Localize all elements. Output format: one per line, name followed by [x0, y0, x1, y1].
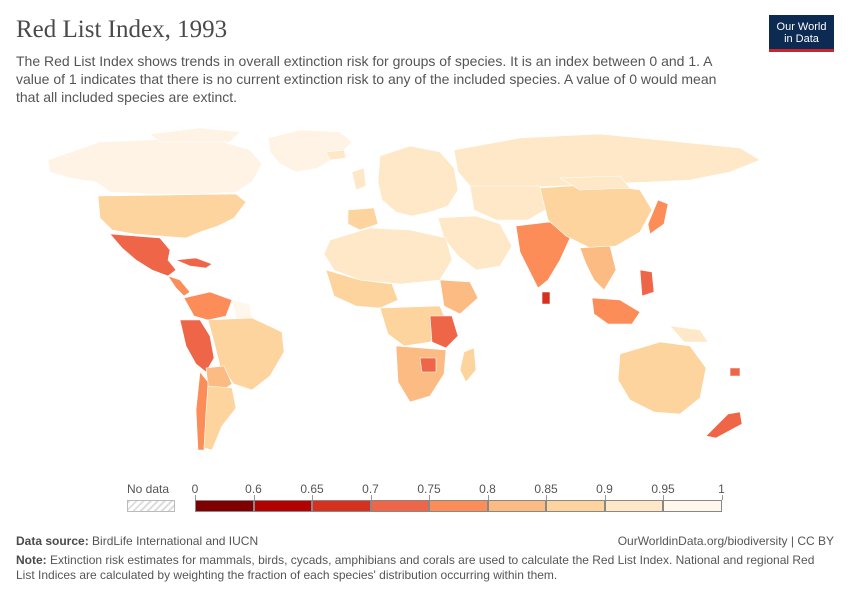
legend-tick-label: 0.8 [479, 482, 496, 496]
region-iberia[interactable] [347, 207, 379, 231]
legend-tick-mark [604, 495, 606, 500]
chart-note: Note: Extinction risk estimates for mamm… [16, 553, 816, 583]
legend-tick-mark [721, 495, 723, 500]
region-caribbean[interactable] [175, 257, 213, 269]
legend-bin[interactable] [487, 500, 546, 512]
region-zimbabwe[interactable] [419, 357, 437, 373]
region-argentina[interactable] [203, 385, 237, 451]
legend-tick-mark [546, 495, 547, 500]
color-legend: No data 0 0.6 0.65 0.7 0.75 0.8 0.85 0.9 0.95 1 [127, 482, 725, 512]
region-brazil[interactable] [207, 317, 285, 391]
legend-tick-mark [370, 495, 372, 500]
region-greenland[interactable] [267, 129, 353, 173]
region-europe[interactable] [377, 145, 459, 217]
legend-nodata-label: No data [127, 482, 170, 496]
legend-tick-label: 0.9 [596, 482, 613, 496]
chart-subtitle: The Red List Index shows trends in overa… [16, 53, 717, 105]
legend-bin[interactable] [195, 500, 254, 512]
legend-tick-label: 0.6 [245, 482, 262, 496]
legend-tick-mark [253, 495, 255, 500]
data-source-label: Data source: [16, 534, 89, 548]
region-australia[interactable] [617, 341, 707, 415]
region-new-zealand[interactable] [705, 411, 743, 439]
region-arctic-islands[interactable] [149, 127, 241, 143]
region-central-america[interactable] [167, 275, 191, 297]
legend-tick-label: 0.65 [300, 482, 324, 496]
legend-tick-mark [429, 495, 430, 500]
region-horn-of-africa[interactable] [439, 279, 479, 315]
region-guianas[interactable] [231, 299, 253, 319]
region-uk[interactable] [351, 167, 367, 191]
legend-bin[interactable] [604, 500, 663, 512]
legend-tick-label: 0.95 [651, 482, 675, 496]
region-pacific-islands[interactable] [729, 367, 741, 377]
legend-tick-label: 0.75 [417, 482, 441, 496]
region-indonesia[interactable] [591, 297, 641, 325]
legend-tick-label: 0.85 [534, 482, 558, 496]
note-label: Note: [16, 553, 47, 567]
legend-tick-label: 0.7 [362, 482, 379, 496]
chart-title: Red List Index, 1993 [16, 16, 228, 43]
region-southern-africa[interactable] [395, 345, 447, 403]
note-text: Extinction risk estimates for mammals, b… [16, 553, 815, 582]
region-mongolia[interactable] [558, 175, 631, 191]
region-northern-andes[interactable] [183, 291, 233, 321]
data-source: Data source: BirdLife International and … [16, 534, 258, 548]
legend-bin[interactable] [253, 500, 312, 512]
region-iceland[interactable] [325, 149, 347, 161]
legend-bin[interactable] [370, 500, 429, 512]
region-mexico[interactable] [109, 233, 177, 277]
legend-bin[interactable] [429, 500, 488, 512]
logo-line-2: in Data [784, 33, 819, 45]
region-peru[interactable] [179, 319, 215, 373]
region-middle-east[interactable] [437, 215, 513, 271]
region-japan[interactable] [647, 199, 669, 235]
legend-tick-label: 1 [718, 482, 725, 496]
legend-tick-label: 0 [191, 482, 199, 496]
region-southeast-asia[interactable] [579, 245, 617, 291]
owid-logo[interactable]: Our World in Data [769, 15, 834, 52]
legend-bin[interactable] [312, 500, 371, 512]
world-map[interactable] [0, 120, 850, 470]
region-new-guinea[interactable] [669, 325, 709, 343]
legend-nodata-swatch[interactable] [127, 500, 175, 512]
source-url-link[interactable]: OurWorldinData.org/biodiversity | CC BY [617, 534, 834, 548]
region-west-africa[interactable] [325, 269, 399, 309]
region-sri-lanka[interactable] [541, 291, 551, 305]
logo-line-1: Our World [776, 21, 827, 33]
region-central-asia[interactable] [469, 185, 549, 221]
data-source-text: BirdLife International and IUCN [92, 534, 259, 548]
legend-bin[interactable] [546, 500, 605, 512]
legend-tick-mark [663, 495, 664, 500]
region-united-states[interactable] [97, 193, 247, 239]
legend-tick-mark [195, 495, 196, 500]
legend-tick-mark [312, 495, 313, 500]
legend-tick-mark [487, 495, 489, 500]
region-east-africa[interactable] [429, 315, 459, 349]
region-madagascar[interactable] [459, 347, 477, 383]
legend-bin[interactable] [663, 500, 722, 512]
region-philippines[interactable] [639, 269, 655, 297]
region-canada[interactable] [47, 137, 263, 195]
